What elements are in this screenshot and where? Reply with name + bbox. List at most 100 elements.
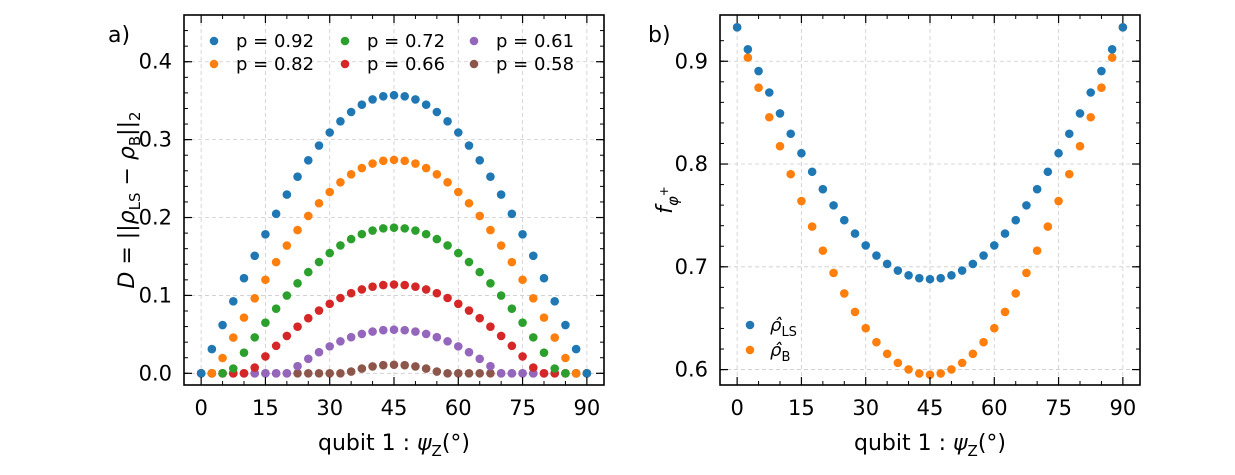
data-point-p-0-66: [250, 363, 260, 372]
data-point-p-0-82: [368, 159, 377, 168]
panel-b-x-tick-label: 90: [1109, 396, 1136, 420]
data-point-rho-ls: [1011, 215, 1021, 225]
data-point-p-0-72: [486, 279, 495, 288]
data-point-rho-b: [861, 323, 871, 333]
data-point-p-0-66: [443, 293, 452, 303]
data-point-p-0-58: [421, 364, 431, 373]
panel-a-x-tick-label: 90: [573, 396, 600, 420]
data-point-p-0-58: [475, 369, 485, 378]
legend-a: p = 0.92p = 0.82 p = 0.72p = 0.66 p = 0.61…: [209, 31, 574, 75]
data-point-rho-b: [850, 307, 860, 317]
data-point-p-0-82: [400, 156, 410, 166]
data-point-p-0-82: [443, 178, 452, 187]
data-point-rho-ls: [807, 167, 817, 177]
data-point-p-0-66: [314, 306, 324, 315]
data-point-p-0-82: [561, 353, 570, 363]
data-point-rho-ls: [872, 251, 881, 260]
data-point-p-0-92: [196, 369, 206, 378]
data-point-p-0-72: [282, 291, 292, 300]
data-point-p-0-82: [421, 163, 431, 173]
data-point-p-0-72: [303, 267, 313, 277]
legend-label: p = 0.61: [496, 31, 574, 52]
data-point-p-0-92: [346, 107, 356, 117]
data-point-p-0-72: [314, 257, 324, 267]
data-point-p-0-58: [486, 369, 495, 378]
data-point-rho-ls: [957, 266, 967, 275]
data-point-p-0-82: [486, 225, 495, 235]
data-point-p-0-66: [528, 363, 538, 372]
data-point-p-0-61: [261, 369, 270, 378]
data-point-p-0-92: [496, 190, 506, 199]
panel-a: 0 15 30 45 60 75 90 0.0 0.1 0.2 0.3 0.4 a) qubit 1 …: [108, 14, 605, 460]
data-point-p-0-92: [325, 128, 335, 137]
data-point-rho-ls: [979, 251, 988, 260]
data-point-p-0-92: [368, 95, 377, 104]
data-point-p-0-61: [314, 347, 324, 357]
panel-b-y-tick-label: 0.9: [675, 49, 708, 73]
data-point-p-0-58: [368, 362, 377, 371]
data-point-p-0-92: [303, 155, 313, 165]
legend-marker: [209, 36, 219, 46]
data-point-p-0-61: [411, 327, 420, 336]
data-point-p-0-72: [357, 229, 367, 239]
data-point-p-0-58: [357, 364, 367, 373]
data-point-p-0-58: [453, 369, 463, 378]
data-point-p-0-82: [453, 187, 463, 197]
data-point-p-0-72: [496, 291, 506, 300]
data-point-p-0-58: [303, 369, 313, 378]
panel-b-y-tick-label: 0.7: [675, 255, 708, 279]
data-point-rho-ls: [882, 259, 892, 269]
data-point-p-0-66: [539, 369, 549, 378]
data-point-p-0-66: [464, 306, 474, 315]
data-point-p-0-82: [271, 257, 281, 267]
data-point-rho-b: [1064, 169, 1074, 179]
data-point-p-0-72: [368, 226, 377, 235]
data-point-rho-ls: [968, 259, 978, 269]
data-point-p-0-82: [282, 241, 292, 250]
data-point-p-0-92: [411, 95, 420, 104]
data-point-p-0-61: [486, 361, 495, 371]
data-point-p-0-72: [453, 248, 463, 258]
data-point-rho-b: [1054, 196, 1063, 206]
data-point-p-0-92: [539, 273, 549, 283]
data-point-p-0-58: [293, 369, 302, 378]
data-point-rho-b: [807, 222, 817, 231]
data-point-p-0-72: [518, 318, 527, 327]
data-point-p-0-72: [464, 257, 474, 267]
data-point-p-0-66: [271, 341, 281, 351]
data-point-rho-ls: [754, 66, 763, 76]
panel-b-x-tick-label: 15: [788, 396, 815, 420]
data-point-p-0-66: [261, 352, 270, 361]
data-point-p-0-61: [378, 325, 388, 335]
data-point-p-0-61: [303, 354, 313, 364]
data-point-p-0-82: [507, 257, 517, 267]
data-point-p-0-82: [218, 353, 227, 363]
data-point-p-0-92: [314, 141, 324, 150]
x-axis-label-a: qubit 1 : ψZ(°): [318, 431, 470, 460]
data-point-p-0-66: [400, 280, 410, 290]
data-point-p-0-92: [389, 90, 399, 100]
data-point-rho-ls: [1022, 201, 1031, 210]
data-point-rho-ls: [1000, 229, 1010, 238]
panel-a-y-tick-label: 0.1: [139, 283, 172, 307]
data-point-p-0-66: [303, 313, 313, 323]
data-point-p-0-82: [228, 333, 238, 342]
panel-a-x-tick-label: 30: [316, 396, 343, 420]
data-point-p-0-66: [389, 280, 399, 289]
x-axis-label-b: qubit 1 : ψZ(°): [854, 431, 1006, 460]
data-point-p-0-92: [550, 297, 560, 306]
data-point-p-0-61: [400, 325, 410, 335]
panel-b-x-tick-label: 75: [1045, 396, 1072, 420]
data-point-p-0-58: [336, 369, 345, 378]
data-point-p-0-92: [528, 251, 538, 261]
data-point-p-0-82: [250, 294, 260, 303]
data-point-rho-ls: [947, 271, 956, 280]
data-point-rho-b: [904, 365, 913, 374]
data-point-p-0-58: [378, 360, 388, 370]
data-point-p-0-82: [411, 159, 420, 168]
data-point-rho-b: [839, 289, 849, 298]
data-point-p-0-66: [368, 282, 377, 292]
data-point-rho-b: [1086, 112, 1096, 122]
data-point-p-0-72: [411, 226, 420, 235]
data-point-p-0-58: [346, 367, 356, 376]
